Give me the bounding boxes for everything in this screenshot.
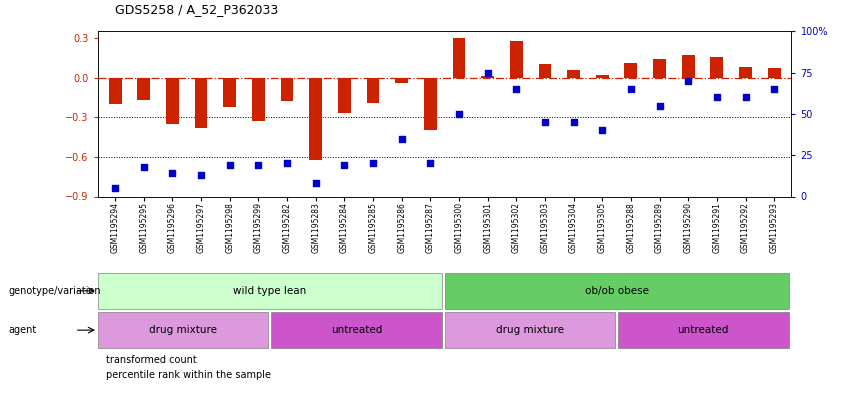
Point	[710, 94, 723, 101]
Text: drug mixture: drug mixture	[149, 325, 217, 335]
Text: wild type lean: wild type lean	[233, 286, 306, 296]
Bar	[98, 312, 268, 348]
Bar	[711, 57, 723, 78]
Point	[280, 160, 294, 167]
Bar	[195, 78, 208, 128]
Point	[309, 180, 323, 186]
Bar	[338, 78, 351, 113]
Bar	[740, 67, 752, 78]
Bar	[252, 78, 265, 121]
Bar	[596, 75, 608, 78]
Bar	[539, 64, 551, 78]
Text: transformed count: transformed count	[106, 354, 197, 365]
Point	[596, 127, 609, 134]
Point	[166, 170, 180, 176]
Bar	[682, 55, 694, 78]
Bar	[367, 78, 380, 103]
Bar	[618, 312, 789, 348]
Bar	[625, 63, 637, 78]
Point	[366, 160, 380, 167]
Bar	[481, 76, 494, 78]
Bar	[654, 59, 666, 78]
Point	[108, 185, 122, 191]
Text: genotype/variation: genotype/variation	[9, 286, 101, 296]
Bar	[281, 78, 294, 101]
Bar	[424, 78, 437, 130]
Text: percentile rank within the sample: percentile rank within the sample	[106, 370, 271, 380]
Bar	[166, 78, 179, 124]
Text: untreated: untreated	[331, 325, 382, 335]
Bar	[137, 78, 150, 100]
Bar	[98, 273, 442, 309]
Bar	[567, 70, 580, 78]
Point	[424, 160, 437, 167]
Text: ob/ob obese: ob/ob obese	[585, 286, 648, 296]
Point	[653, 103, 666, 109]
Point	[194, 172, 208, 178]
Point	[682, 78, 695, 84]
Bar	[395, 78, 408, 83]
Point	[481, 70, 494, 76]
Bar	[510, 41, 523, 78]
Text: drug mixture: drug mixture	[496, 325, 564, 335]
Bar	[309, 78, 323, 160]
Bar	[768, 68, 780, 78]
Point	[768, 86, 781, 92]
Bar	[109, 78, 122, 104]
Bar	[445, 312, 615, 348]
Point	[452, 111, 465, 117]
Text: untreated: untreated	[677, 325, 729, 335]
Text: GDS5258 / A_52_P362033: GDS5258 / A_52_P362033	[115, 3, 278, 16]
Point	[137, 163, 151, 170]
Bar	[223, 78, 236, 107]
Text: agent: agent	[9, 325, 37, 335]
Point	[223, 162, 237, 168]
Point	[510, 86, 523, 92]
Point	[567, 119, 580, 125]
Bar	[453, 38, 465, 78]
Point	[739, 94, 752, 101]
Bar	[271, 312, 442, 348]
Point	[538, 119, 551, 125]
Point	[395, 136, 408, 142]
Point	[252, 162, 266, 168]
Point	[338, 162, 351, 168]
Point	[624, 86, 637, 92]
Bar	[445, 273, 789, 309]
